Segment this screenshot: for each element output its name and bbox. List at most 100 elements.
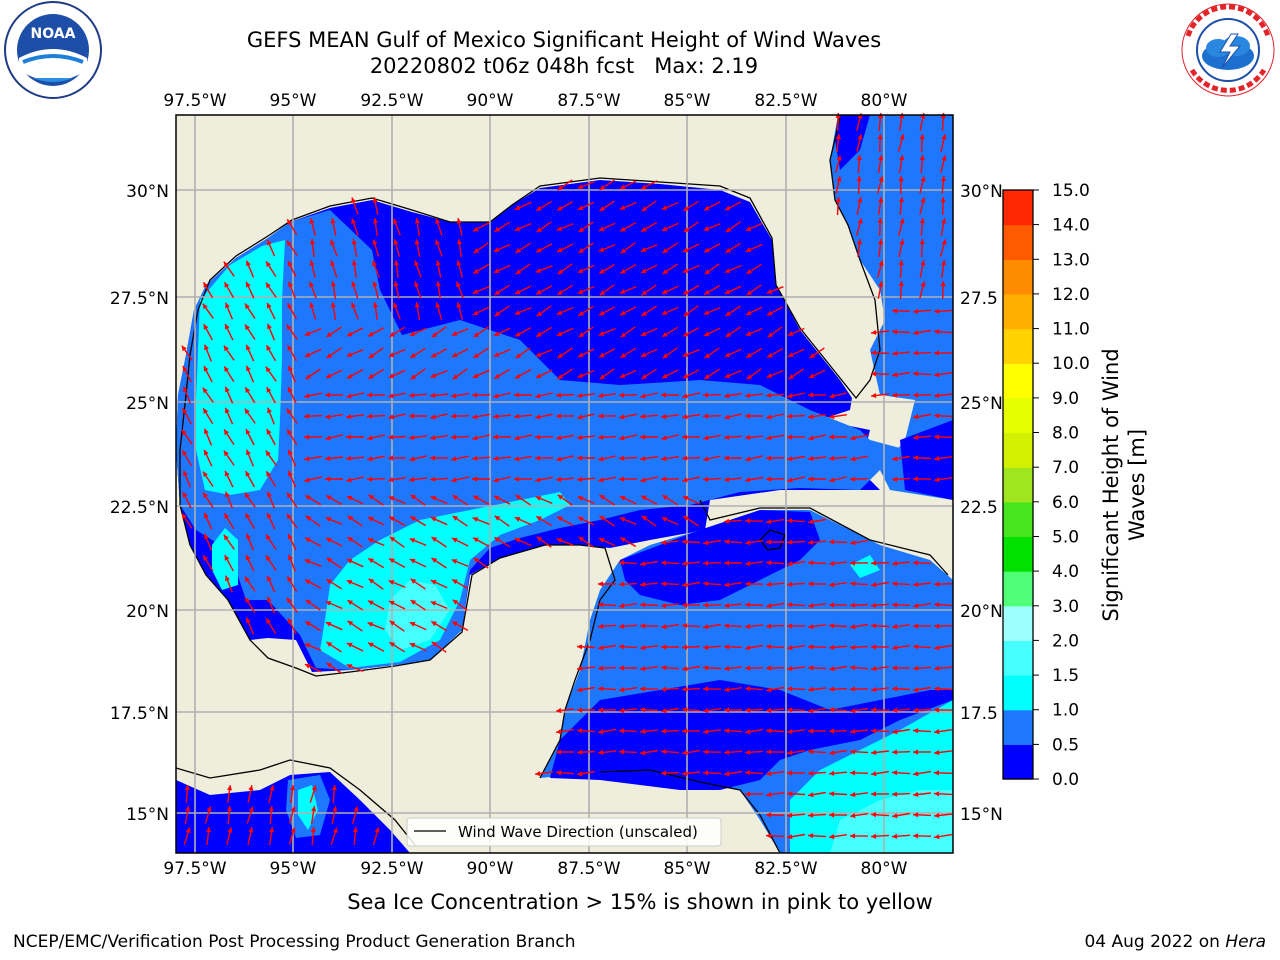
wind-wave-arrow — [724, 455, 742, 461]
wind-wave-arrow — [912, 665, 932, 671]
wind-wave-arrow — [556, 455, 574, 462]
wind-wave-arrow — [682, 284, 700, 296]
wind-wave-arrow — [619, 516, 637, 526]
wind-wave-arrow — [597, 686, 617, 692]
wind-wave-arrow — [304, 642, 322, 652]
wind-wave-arrow — [367, 516, 385, 526]
wind-wave-arrow — [451, 537, 469, 547]
wind-wave-arrow — [829, 560, 847, 567]
wind-wave-arrow — [891, 645, 911, 651]
wind-wave-arrow — [472, 434, 490, 441]
wind-wave-arrow — [331, 806, 338, 824]
wind-wave-arrow — [619, 536, 637, 548]
wind-wave-arrow — [849, 686, 869, 692]
wind-wave-arrow — [288, 281, 296, 299]
wind-wave-arrow — [891, 455, 911, 462]
wind-wave-arrow — [578, 326, 594, 338]
wind-wave-arrow — [933, 602, 953, 608]
wind-wave-arrow — [912, 644, 932, 650]
wind-wave-arrow — [618, 686, 638, 693]
wind-wave-arrow — [856, 175, 862, 195]
wind-wave-arrow — [912, 455, 932, 461]
wind-wave-arrow — [266, 428, 276, 446]
wind-wave-arrow — [368, 494, 384, 506]
wind-wave-arrow — [372, 239, 380, 257]
wind-wave-arrow — [576, 770, 596, 777]
wind-wave-arrow — [181, 345, 193, 361]
wind-wave-arrow — [286, 429, 298, 445]
wind-wave-arrow — [245, 428, 255, 446]
wind-wave-arrow — [850, 434, 868, 441]
wind-wave-arrow — [850, 455, 868, 462]
wind-wave-arrow — [409, 558, 427, 568]
wind-wave-arrow — [393, 260, 399, 278]
lon-label: 80°W — [861, 859, 908, 879]
colorbar-tick-label: 12.0 — [1052, 285, 1090, 305]
wind-wave-arrow — [435, 260, 442, 278]
wind-wave-arrow — [183, 386, 191, 404]
wind-wave-arrow — [224, 323, 234, 341]
colorbar-ticks: 0.0 0.5 1.0 1.5 2.0 3.0 4.0 5.0 6.0 7.0 8.0 9.0 10.0… — [1033, 181, 1090, 790]
wind-wave-arrow — [204, 806, 212, 824]
wind-wave-arrow — [265, 344, 277, 362]
wind-wave-arrow — [786, 455, 806, 462]
wind-wave-arrow — [681, 665, 701, 672]
lon-label: 92.5°W — [360, 859, 423, 879]
wind-wave-arrow — [892, 623, 910, 630]
wind-wave-arrow — [765, 771, 785, 777]
map-title: GEFS MEAN Gulf of Mexico Significant Hei… — [246, 28, 882, 52]
wind-wave-arrow — [346, 434, 364, 440]
wind-wave-arrow — [223, 261, 235, 277]
wind-wave-arrow — [289, 785, 296, 803]
wind-wave-arrow — [940, 280, 946, 300]
wind-wave-arrow — [682, 392, 700, 399]
wind-wave-arrow — [876, 260, 884, 278]
wind-wave-arrow — [473, 557, 489, 569]
wind-wave-arrow — [388, 515, 406, 527]
wind-wave-arrow — [224, 554, 234, 572]
wind-wave-arrow — [513, 476, 533, 482]
wind-wave-arrow — [724, 665, 742, 672]
wind-wave-arrow — [598, 476, 616, 483]
wind-wave-arrow — [330, 301, 337, 321]
wind-wave-arrow — [493, 264, 511, 274]
wind-wave-arrow — [745, 243, 763, 253]
wind-wave-arrow — [744, 665, 764, 671]
wind-wave-arrow — [744, 540, 764, 546]
wind-wave-arrow — [891, 833, 911, 839]
nws-logo — [1180, 2, 1276, 98]
wind-wave-arrow — [304, 559, 322, 567]
wind-wave-arrow — [745, 392, 763, 399]
wind-wave-arrow — [681, 434, 701, 440]
wind-wave-arrow — [744, 623, 764, 629]
wind-wave-arrow — [577, 285, 595, 295]
wind-wave-arrow — [744, 434, 764, 440]
wind-wave-arrow — [661, 644, 679, 650]
wind-wave-arrow — [514, 306, 532, 316]
lat-label: 30°N — [126, 182, 169, 202]
wind-wave-arrow — [639, 686, 659, 692]
wind-wave-arrow — [494, 515, 510, 527]
wind-wave-arrow — [304, 348, 322, 358]
wind-wave-arrow — [597, 393, 617, 399]
wind-wave-arrow — [640, 327, 658, 337]
wind-wave-arrow — [744, 749, 764, 755]
wind-wave-arrow — [514, 537, 532, 547]
colorbar-tick-label: 8.0 — [1052, 424, 1079, 444]
wind-wave-arrow — [326, 347, 342, 359]
wind-wave-arrow — [244, 492, 256, 508]
wind-wave-arrow — [682, 476, 700, 483]
wind-wave-arrow — [661, 222, 679, 232]
wind-wave-arrow — [835, 176, 842, 194]
wind-wave-arrow — [765, 812, 785, 818]
wind-wave-arrow — [598, 348, 616, 358]
wind-wave-arrow — [702, 602, 722, 608]
wind-wave-arrow — [661, 413, 679, 420]
wind-wave-arrow — [473, 326, 489, 338]
colorbar — [1003, 190, 1033, 780]
colorbar-segment — [1003, 259, 1033, 295]
wind-wave-arrow — [351, 281, 359, 299]
wind-wave-arrow — [723, 687, 743, 693]
wind-wave-arrow — [286, 218, 298, 236]
wind-wave-arrow — [451, 455, 469, 462]
